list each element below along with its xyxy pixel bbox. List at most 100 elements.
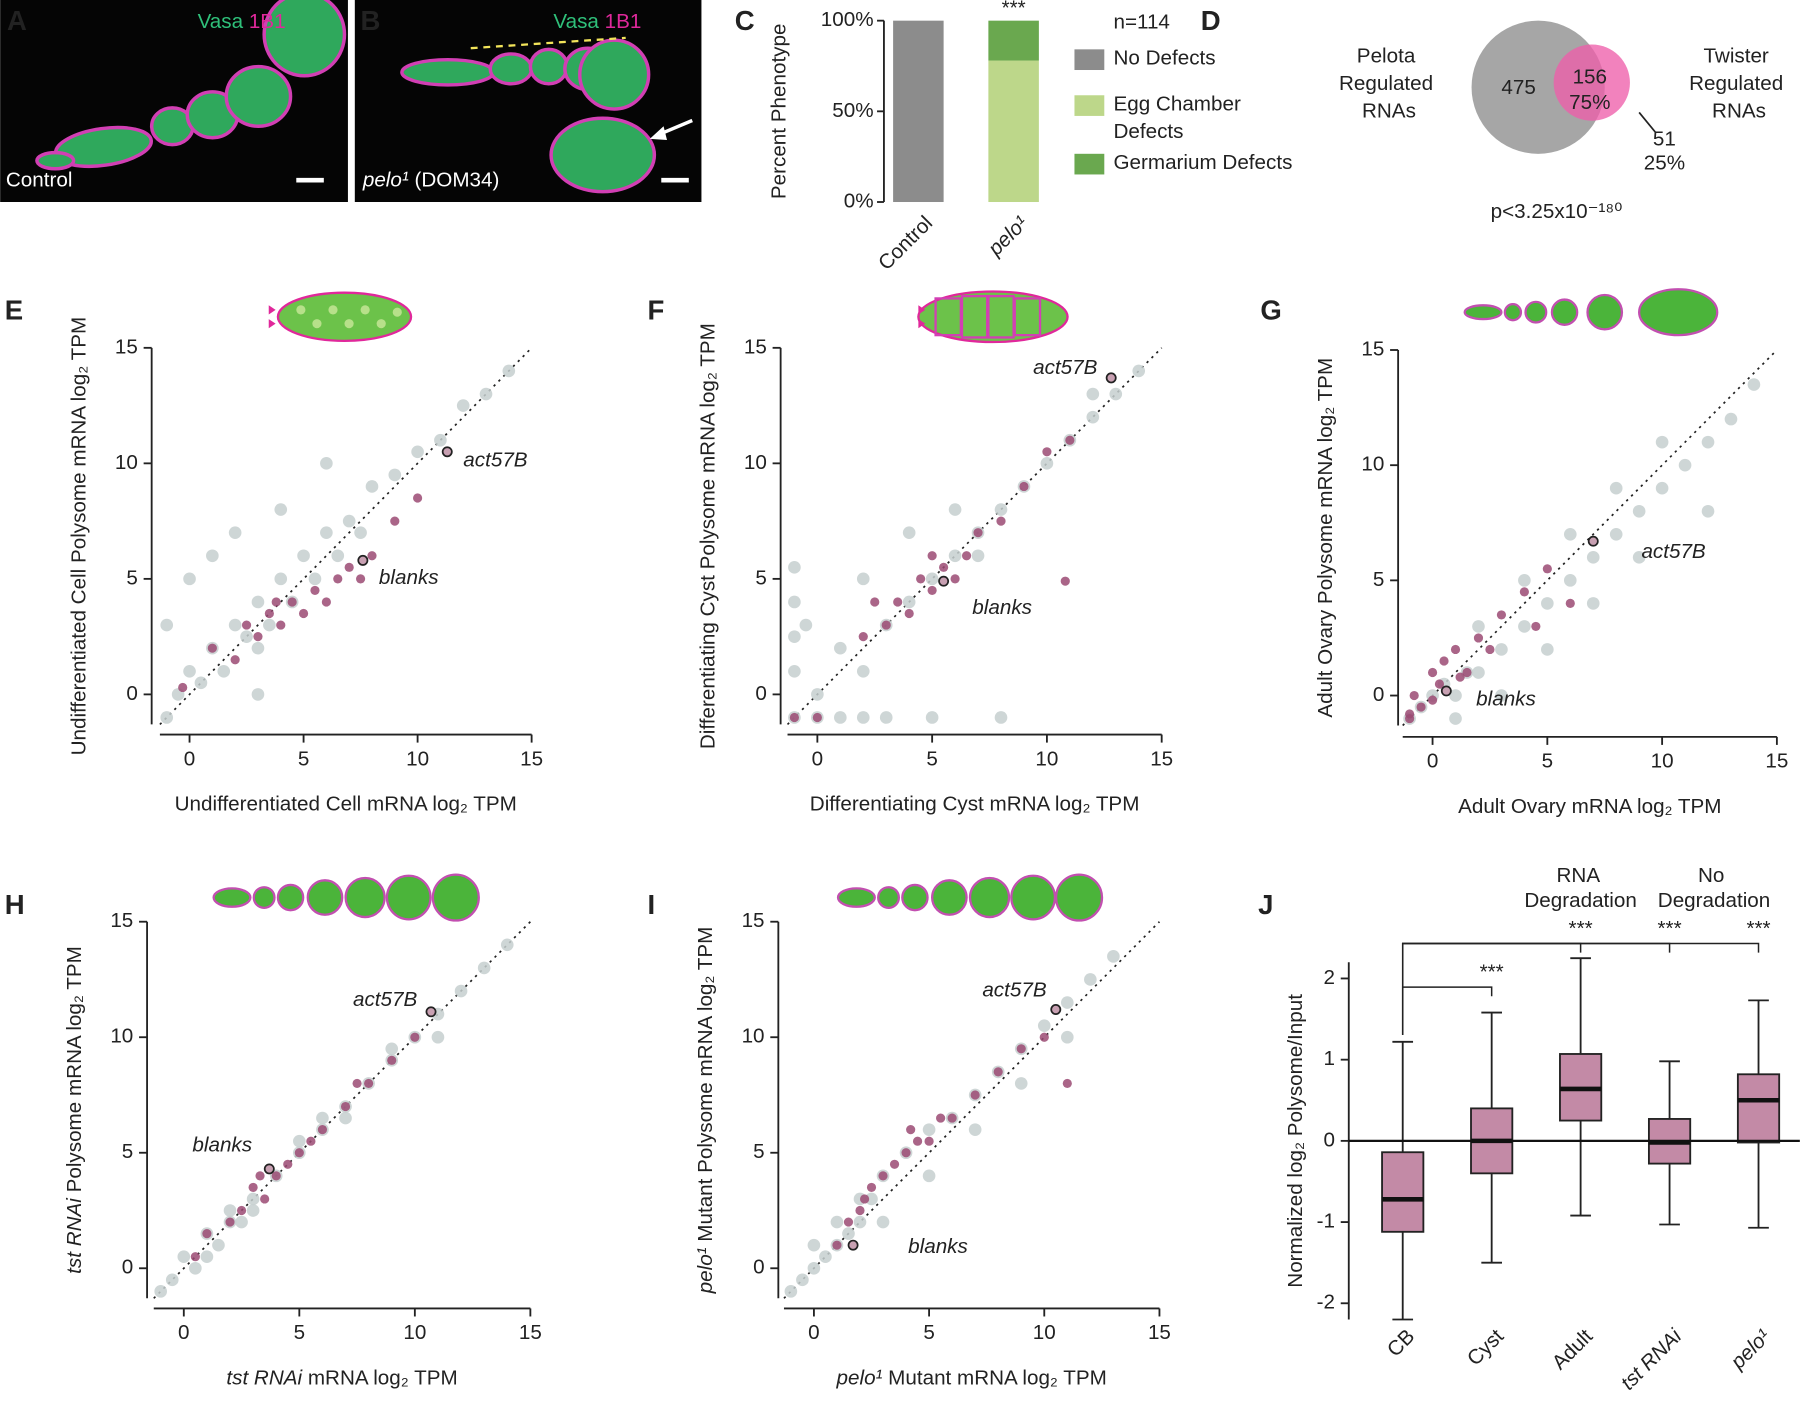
data-point [1632, 504, 1646, 518]
data-point [807, 1261, 821, 1275]
y-tick-label: 0 [755, 682, 766, 705]
data-point [799, 618, 813, 632]
data-point [154, 1285, 168, 1298]
y-axis-label-part: Adult Ovary Polysome mRNA log₂ TPM [1314, 358, 1337, 718]
data-point [1042, 447, 1052, 457]
data-point [316, 1111, 329, 1125]
data-point [411, 445, 424, 459]
y-tick-label: 5 [1373, 568, 1384, 591]
y-tick-label: 15 [744, 335, 767, 358]
data-point [1609, 527, 1623, 541]
data-point [1405, 709, 1415, 719]
x-tick-label: 0 [178, 1321, 189, 1344]
data-point [1427, 667, 1438, 678]
data-point [344, 562, 354, 572]
highlight-point [938, 575, 950, 587]
y-tick-label: 1 [1324, 1047, 1335, 1070]
data-point [274, 572, 288, 586]
data-point [1701, 504, 1715, 518]
box [1381, 1151, 1425, 1233]
legend-label-line: Germarium Defects [1113, 152, 1292, 175]
data-point [1084, 973, 1097, 986]
x-tick-label: 0 [184, 747, 195, 770]
highlight-point [263, 1163, 275, 1175]
data-point [502, 364, 516, 378]
group-label: RNA Degradation [1524, 864, 1636, 912]
group-label-line: No [1698, 864, 1730, 887]
data-point [1450, 644, 1461, 655]
group-label-line: Degradation [1658, 890, 1770, 913]
p-value: p<3.25x10⁻¹⁸⁰ [1491, 200, 1623, 223]
significance: *** [1002, 0, 1026, 20]
data-point [217, 664, 231, 678]
data-point [240, 630, 253, 643]
y-tick-label: 5 [126, 566, 137, 589]
highlight-point [1050, 1004, 1062, 1015]
data-point [855, 1205, 865, 1216]
group-label-line: Degradation [1524, 890, 1636, 913]
data-point [479, 387, 493, 401]
x-tick-label: 15 [520, 747, 543, 770]
y-tick-label: 10 [110, 1025, 133, 1048]
identity-line [786, 347, 1163, 726]
y-tick-label: 10 [742, 1025, 765, 1048]
x-tick-label: 0 [808, 1321, 819, 1344]
stain-label: Vasa 1B1 [553, 10, 641, 33]
data-point [916, 574, 926, 584]
y-axis-label-part: Normalized log₂ Polysome/Input [1285, 994, 1308, 1288]
data-point [924, 1136, 934, 1146]
data-point [1019, 481, 1029, 492]
data-point [968, 1123, 982, 1136]
data-point [294, 1148, 304, 1158]
data-point [263, 618, 276, 632]
y-tick-label: 0 [753, 1256, 764, 1279]
stain-2: 1B1 [249, 10, 286, 33]
data-point [922, 1169, 936, 1183]
ovariole-a [35, 0, 347, 171]
data-point [253, 632, 263, 642]
panel-letter: J [1258, 889, 1273, 920]
y-tick-label: 2 [1324, 966, 1335, 989]
data-point [1037, 1019, 1051, 1032]
data-point [355, 574, 366, 584]
y-tick-label: 10 [744, 451, 767, 474]
data-point [927, 585, 937, 596]
data-point [1747, 378, 1761, 391]
data-point [160, 618, 174, 632]
significance: *** [1480, 961, 1504, 984]
data-point [320, 526, 333, 539]
y-tick-label: 0% [844, 189, 874, 212]
stain-1: Vasa [198, 10, 244, 33]
venn-set-name-line: RNAs [1712, 100, 1766, 123]
data-point [1655, 481, 1669, 495]
x-axis-label: Adult Ovary mRNA log₂ TPM [1458, 795, 1721, 818]
data-point [996, 516, 1006, 526]
x-tick-label: 10 [406, 747, 429, 770]
venn-set-name-line: RNAs [1362, 100, 1416, 123]
micrograph-caption-part: pelo¹ [362, 169, 409, 192]
data-point [927, 551, 937, 561]
highlight-point [1105, 372, 1117, 384]
x-axis-label: Undifferentiated Cell mRNA log₂ TPM [175, 793, 517, 816]
box [1736, 1073, 1781, 1144]
data-point [342, 514, 356, 528]
highlight-point [1587, 535, 1599, 547]
y-tick-label: 15 [1361, 337, 1384, 360]
highlight-point [357, 554, 369, 566]
data-point [340, 1101, 351, 1112]
legend-label: No Defects [1113, 47, 1215, 70]
data-point [834, 711, 847, 724]
data-point [947, 1113, 957, 1123]
y-axis-label-part: Mutant Polysome mRNA log₂ TPM [695, 927, 718, 1248]
legend-label: Germarium Defects [1113, 152, 1292, 175]
data-point [830, 1215, 844, 1229]
data-point [1416, 702, 1426, 712]
data-point [165, 1273, 179, 1287]
group-label-line: RNA [1557, 864, 1605, 887]
data-point [789, 712, 799, 723]
x-axis-label: pelo¹ Mutant mRNA log₂ TPM [836, 1367, 1107, 1390]
data-point [842, 1227, 855, 1240]
data-point [1655, 435, 1669, 449]
point-label: act57B [1033, 356, 1097, 379]
